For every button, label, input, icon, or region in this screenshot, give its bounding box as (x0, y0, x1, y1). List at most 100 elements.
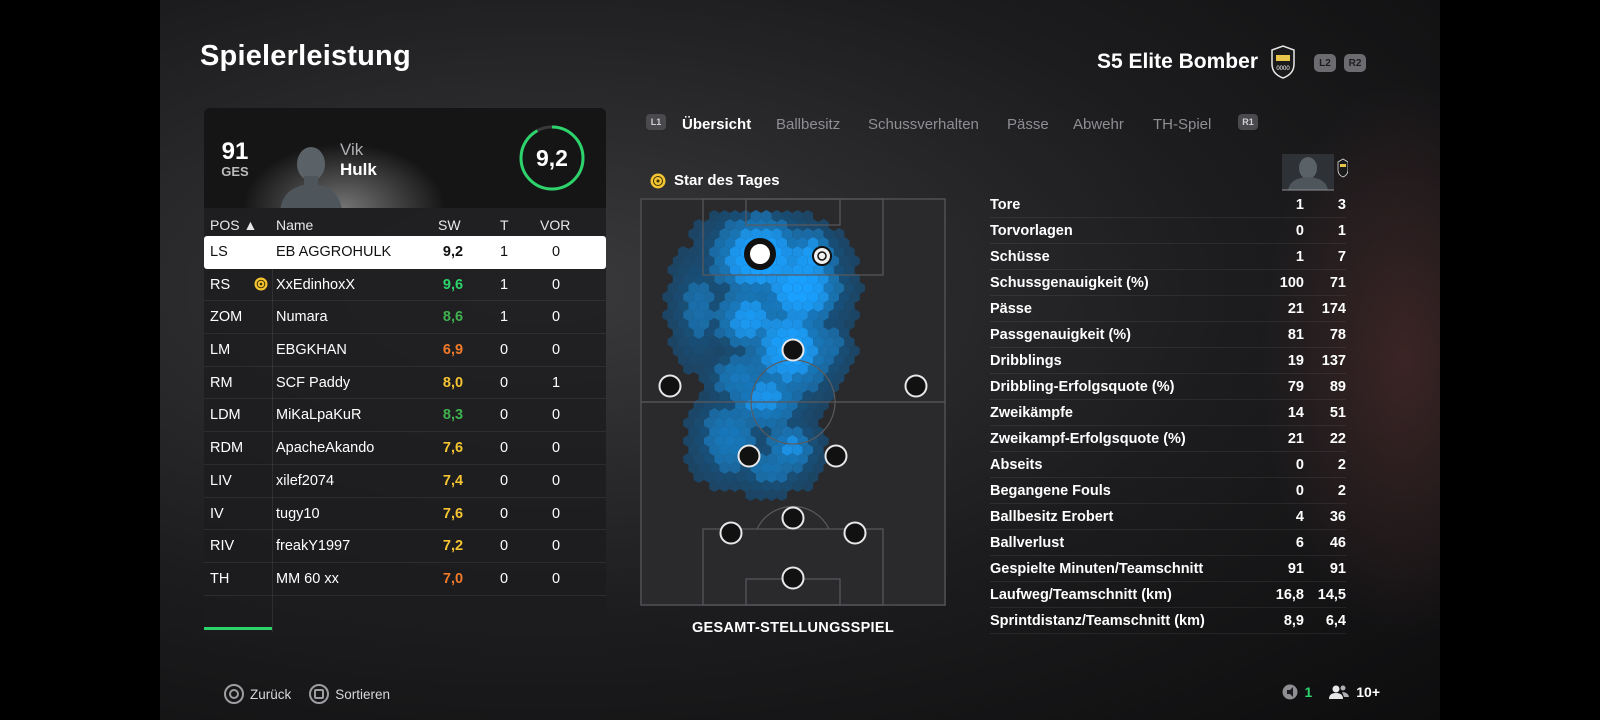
heatmap-cell (667, 336, 678, 348)
player-marker (824, 444, 848, 468)
heatmap-cell (818, 237, 829, 249)
col-t-header[interactable]: T (500, 217, 509, 233)
heatmap-cell (766, 417, 777, 429)
heatmap-cell (683, 255, 694, 267)
heatmap-cell (662, 291, 673, 303)
heatmap-cell (761, 318, 772, 330)
heatmap-cell (672, 309, 684, 321)
heatmap-cell (683, 363, 694, 375)
heatmap-cell (745, 363, 756, 375)
assists-cell: 0 (551, 440, 561, 457)
stat-label: Laufweg/Teamschnitt (km) (990, 587, 1172, 603)
heatmap-cell (813, 300, 824, 312)
heatmap-cell (766, 363, 777, 375)
name-cell: tugy10 (276, 505, 320, 522)
tab-4[interactable]: Pässe (1007, 116, 1049, 133)
heatmap-cell (683, 291, 694, 303)
col-vor-header[interactable]: VOR (540, 217, 571, 233)
table-row[interactable]: RS XxEdinhoxX 9,6 1 0 (204, 269, 606, 302)
table-row[interactable]: RDM ApacheAkando 7,6 0 0 (204, 432, 606, 465)
heatmap-cell (714, 453, 725, 465)
stat-row: Passgenauigkeit (%) 81 78 (990, 322, 1346, 348)
back-button[interactable]: Zurück (224, 684, 291, 704)
heatmap-cell (813, 354, 824, 366)
rating-cell: 7,6 (442, 505, 464, 522)
heatmap-cell (745, 435, 756, 447)
heatmap-cell (771, 480, 782, 492)
col-name-header[interactable]: Name (276, 217, 314, 233)
table-row[interactable]: TH MM 60 xx 7,0 0 0 (204, 563, 606, 596)
heatmap-cell (729, 354, 741, 366)
tab-2[interactable]: Ballbesitz (776, 116, 841, 133)
heatmap-cell (704, 327, 715, 339)
r1-button[interactable]: R1 (1238, 114, 1258, 130)
heatmap-cell (755, 381, 767, 393)
team-name: S5 Elite Bomber (1096, 50, 1258, 73)
heatmap-cell (704, 309, 715, 321)
heatmap-cell (833, 282, 845, 294)
heatmap-cell (844, 318, 855, 330)
heatmap-cell (807, 273, 819, 285)
rating-cell: 8,0 (442, 374, 464, 391)
l1-button[interactable]: L1 (646, 114, 666, 130)
stat-player-value: 19 (1287, 353, 1304, 369)
stat-team-value: 14,5 (1317, 587, 1346, 603)
heatmap-cell (693, 237, 704, 249)
heatmap-cell (802, 354, 814, 366)
heatmap-cell (724, 255, 736, 267)
heatmap-cell (704, 291, 715, 303)
heatmap-cell (724, 381, 736, 393)
heatmap-cell (729, 480, 741, 492)
card-glow (234, 138, 454, 208)
stat-row: Abseits 0 2 (990, 452, 1346, 478)
heatmap-cell (735, 273, 746, 285)
heatmap-cell (828, 291, 840, 303)
table-row[interactable]: RIV freakY1997 7,2 0 0 (204, 530, 606, 563)
heatmap-cell (698, 354, 710, 366)
table-row[interactable]: IV tugy10 7,6 0 0 (204, 498, 606, 531)
table-row[interactable]: RM SCF Paddy 8,0 0 1 (204, 367, 606, 400)
heatmap-cell (745, 489, 756, 501)
heatmap-cell (766, 489, 777, 501)
tab-5[interactable]: Abwehr (1073, 116, 1124, 133)
table-row[interactable]: LS EB AGGROHULK 9,2 1 0 (204, 236, 606, 269)
heatmap-cell (709, 444, 720, 456)
heatmap-cell (807, 237, 819, 249)
heatmap-cell (698, 444, 710, 456)
tab-3[interactable]: Schussverhalten (868, 116, 979, 133)
heatmap-cell (839, 255, 850, 267)
tab-6[interactable]: TH-Spiel (1153, 116, 1212, 133)
heatmap-cell (792, 300, 803, 312)
heatmap-cell (709, 318, 720, 330)
stat-label: Dribblings (990, 353, 1062, 369)
heatmap-cell (672, 327, 684, 339)
assists-cell: 0 (551, 276, 561, 293)
col-sw-header[interactable]: SW (438, 217, 461, 233)
heatmap-cell (818, 273, 829, 285)
heatmap-cell (678, 354, 689, 366)
star-player-marker (812, 246, 832, 266)
col-pos-header[interactable]: POS ▲ (210, 217, 258, 233)
l2-button[interactable]: L2 (1314, 54, 1336, 72)
heatmap-cell (693, 453, 704, 465)
table-row[interactable]: LDM MiKaLpaKuR 8,3 0 0 (204, 399, 606, 433)
heatmap-cell (688, 228, 699, 240)
heatmap-cell (771, 390, 782, 402)
r2-button[interactable]: R2 (1344, 54, 1366, 72)
sort-button[interactable]: Sortieren (309, 684, 390, 704)
heatmap-cell (709, 408, 720, 420)
heatmap-cell (709, 228, 720, 240)
stat-player-value: 21 (1287, 301, 1304, 317)
table-row[interactable]: LM EBGKHAN 6,9 0 0 (204, 334, 606, 367)
heatmap-cell (688, 264, 699, 276)
table-row[interactable]: ZOM Numara 8,6 1 0 (204, 301, 606, 335)
heatmap-cell (792, 372, 803, 384)
table-row[interactable]: LIV xilef2074 7,4 0 0 (204, 465, 606, 498)
player-markers (658, 238, 928, 590)
heatmap-cell (792, 390, 803, 402)
heatmap-cell (750, 336, 762, 348)
heatmap-cell (776, 489, 788, 501)
heatmap-cell (704, 255, 715, 267)
heatmap-cell (688, 318, 699, 330)
tab-1[interactable]: Übersicht (682, 116, 752, 133)
